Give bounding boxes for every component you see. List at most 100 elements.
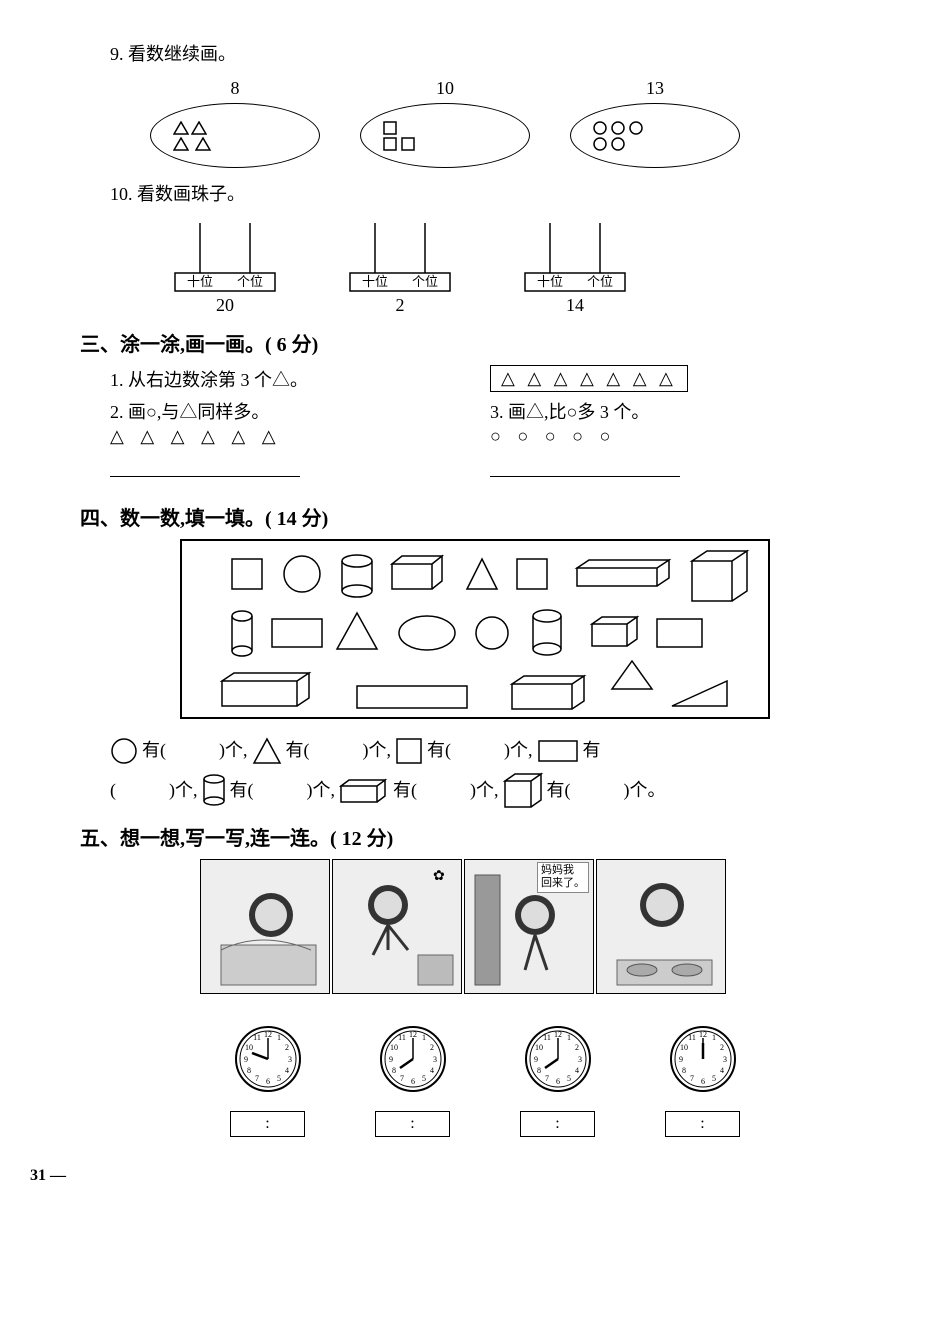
abacus-2: 十位 个位 2 xyxy=(340,218,460,316)
svg-text:11: 11 xyxy=(688,1033,696,1042)
speech-bubble: 妈妈我 回来了。 xyxy=(537,862,589,892)
svg-text:5: 5 xyxy=(567,1074,571,1083)
svg-text:2: 2 xyxy=(430,1043,434,1052)
story-illustration: ✿ xyxy=(333,860,463,995)
time-box: : xyxy=(520,1111,595,1137)
svg-text:4: 4 xyxy=(720,1066,724,1075)
clock-4: 123691245781011 : xyxy=(665,1024,740,1137)
svg-text:10: 10 xyxy=(390,1043,398,1052)
clock-3: 123691245781011 : xyxy=(520,1024,595,1137)
count-text-1: 有()个, 有()个, 有()个, 有 xyxy=(110,731,870,771)
text: )个, xyxy=(169,771,198,811)
text: )个, xyxy=(307,771,336,811)
triangle-icon xyxy=(252,737,282,765)
text: )个, xyxy=(470,771,499,811)
s3-q3-shapes: ○ ○ ○ ○ ○ xyxy=(490,426,870,447)
rect-icon xyxy=(537,739,579,763)
svg-text:5: 5 xyxy=(422,1074,426,1083)
oval-group-8: 8 xyxy=(150,78,320,168)
svg-text:十位: 十位 xyxy=(187,274,213,289)
svg-text:10: 10 xyxy=(245,1043,253,1052)
s3-q1-label: 1. 从右边数涂第 3 个△。 xyxy=(110,366,490,392)
triangle-icon xyxy=(173,137,189,151)
text: )个, xyxy=(363,731,392,771)
colon: : xyxy=(700,1115,704,1133)
s3-q1: 1. 从右边数涂第 3 个△。 △ △ △ △ △ △ △ xyxy=(110,365,870,392)
abacus-num: 20 xyxy=(165,295,285,316)
svg-text:7: 7 xyxy=(255,1074,259,1083)
square-icon xyxy=(395,737,423,765)
svg-text:4: 4 xyxy=(285,1066,289,1075)
story-panel-4 xyxy=(596,859,726,994)
svg-text:8: 8 xyxy=(537,1066,541,1075)
abacus-icon: 十位 个位 xyxy=(165,218,285,293)
svg-text:10: 10 xyxy=(680,1043,688,1052)
text: 有( xyxy=(427,731,451,771)
svg-text:8: 8 xyxy=(247,1066,251,1075)
triangle-icon xyxy=(173,121,189,135)
s3-q3-label: 3. 画△,比○多 3 个。 xyxy=(490,398,870,424)
story-panel-2: ✿ xyxy=(332,859,462,994)
svg-text:1: 1 xyxy=(277,1033,281,1042)
text: 有( xyxy=(547,771,571,811)
svg-text:6: 6 xyxy=(411,1077,415,1086)
section-3-title: 三、涂一涂,画一画。( 6 分) xyxy=(80,328,870,357)
cube-icon xyxy=(503,771,543,809)
circle-icon xyxy=(611,121,627,135)
blank-line xyxy=(110,459,300,477)
svg-text:3: 3 xyxy=(433,1055,437,1064)
oval-num: 10 xyxy=(360,78,530,99)
svg-text:6: 6 xyxy=(701,1077,705,1086)
clock-2: 123691245781011 : xyxy=(375,1024,450,1137)
svg-text:十位: 十位 xyxy=(537,274,563,289)
s3-q2-label: 2. 画○,与△同样多。 xyxy=(110,398,490,424)
svg-text:5: 5 xyxy=(712,1074,716,1083)
triangle-icon xyxy=(195,137,217,151)
colon: : xyxy=(265,1115,269,1133)
cylinder-icon xyxy=(202,773,226,807)
clock-icon: 123691245781011 xyxy=(233,1024,303,1094)
text: 有( xyxy=(230,771,254,811)
question-9: 9. 看数继续画。 xyxy=(110,40,870,66)
oval-shape xyxy=(570,103,740,168)
svg-text:12: 12 xyxy=(264,1030,272,1039)
abacus-num: 14 xyxy=(515,295,635,316)
clock-icon: 123691245781011 xyxy=(668,1024,738,1094)
svg-text:个位: 个位 xyxy=(237,274,263,289)
svg-text:7: 7 xyxy=(400,1074,404,1083)
square-icon xyxy=(383,121,399,135)
triangles-box: △ △ △ △ △ △ △ xyxy=(490,365,688,392)
oval-num: 13 xyxy=(570,78,740,99)
clock-1: 123691245781011 : xyxy=(230,1024,305,1137)
abacus-14: 十位 个位 14 xyxy=(515,218,635,316)
oval-group-10: 10 xyxy=(360,78,530,168)
abacus-row: 十位 个位 20 十位 个位 2 十位 个位 14 xyxy=(165,218,870,316)
svg-text:8: 8 xyxy=(682,1066,686,1075)
svg-text:2: 2 xyxy=(285,1043,289,1052)
q10-label: 10. 看数画珠子。 xyxy=(110,184,245,204)
circle-icon xyxy=(593,121,609,135)
text: )个。 xyxy=(624,771,666,811)
text: )个, xyxy=(504,731,533,771)
svg-text:6: 6 xyxy=(556,1077,560,1086)
square-icon xyxy=(383,137,399,151)
q9-label: 9. 看数继续画。 xyxy=(110,44,236,64)
svg-text:4: 4 xyxy=(430,1066,434,1075)
svg-text:十位: 十位 xyxy=(362,274,388,289)
svg-text:3: 3 xyxy=(578,1055,582,1064)
count-text-2: ()个, 有()个, 有()个, 有()个。 xyxy=(110,771,870,811)
story-panel-3: 妈妈我 回来了。 xyxy=(464,859,594,994)
s3-q2-q3: 2. 画○,与△同样多。 △ △ △ △ △ △ 3. 画△,比○多 3 个。 … xyxy=(110,398,870,482)
svg-text:1: 1 xyxy=(712,1033,716,1042)
oval-num: 8 xyxy=(150,78,320,99)
abacus-20: 十位 个位 20 xyxy=(165,218,285,316)
triangle-icon xyxy=(191,121,207,135)
svg-text:6: 6 xyxy=(266,1077,270,1086)
svg-text:9: 9 xyxy=(244,1055,248,1064)
svg-text:11: 11 xyxy=(253,1033,261,1042)
circle-icon xyxy=(593,137,609,151)
circle-icon xyxy=(611,137,627,151)
svg-text:个位: 个位 xyxy=(412,274,438,289)
svg-text:✿: ✿ xyxy=(433,869,445,884)
svg-text:11: 11 xyxy=(398,1033,406,1042)
